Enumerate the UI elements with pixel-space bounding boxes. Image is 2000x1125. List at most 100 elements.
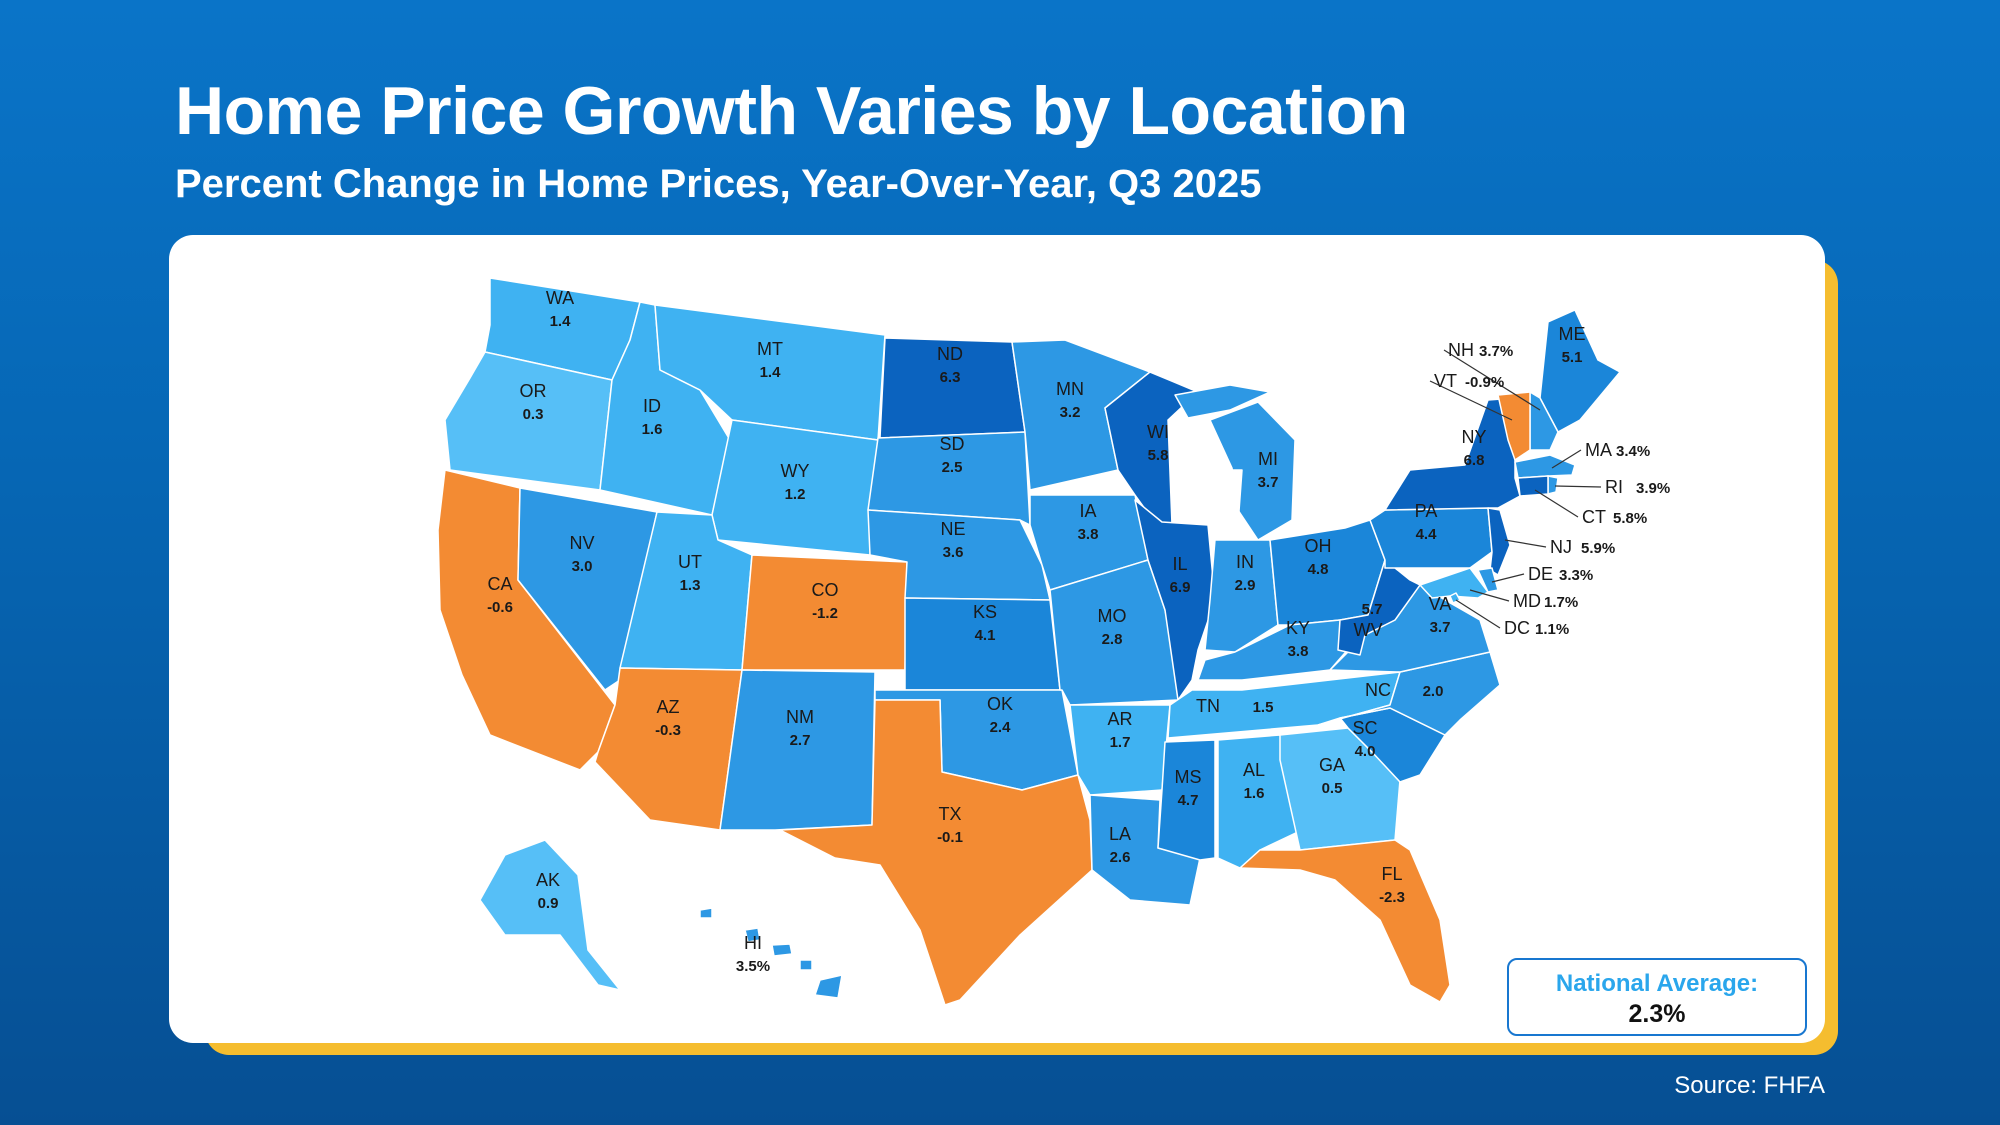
- label-code-va: VA: [1429, 594, 1452, 614]
- callout-leader-ma: [1551, 449, 1582, 469]
- state-labels: WA 1.4 OR 0.3 CA -0.6 NV 3.0 ID 1.6 MT 1.4 WY 1.2 UT 1.…: [487, 288, 1670, 975]
- state-ct: [1517, 475, 1549, 497]
- label-value-ut: 1.3: [680, 577, 701, 594]
- callout-code-nh: NH: [1448, 340, 1474, 360]
- label-value-nv: 3.0: [572, 558, 593, 575]
- label-value-ca: -0.6: [487, 599, 513, 616]
- label-value-oh: 4.8: [1308, 561, 1329, 578]
- label-value-ok: 2.4: [990, 719, 1012, 736]
- label-code-ok: OK: [987, 694, 1013, 714]
- callout-leader-nh: [1443, 349, 1541, 411]
- label-code-wa: WA: [546, 288, 574, 308]
- label-code-al: AL: [1243, 760, 1265, 780]
- label-value-wa: 1.4: [550, 313, 572, 330]
- label-value-ak: 0.9: [538, 895, 559, 912]
- state-fl: [1239, 839, 1451, 1003]
- callout-value-nh: 3.7%: [1479, 343, 1513, 360]
- label-code-co: CO: [812, 580, 839, 600]
- label-value-mn: 3.2: [1060, 404, 1081, 421]
- callout-value-vt: -0.9%: [1465, 374, 1504, 391]
- source-note: Source: FHFA: [1674, 1072, 1825, 1099]
- callout-value-ma: 3.4%: [1616, 443, 1650, 460]
- callout-code-vt: VT: [1434, 371, 1457, 391]
- label-code-wi: WI: [1147, 422, 1169, 442]
- label-code-mt: MT: [757, 339, 783, 359]
- callout-value-de: 3.3%: [1559, 567, 1593, 584]
- label-code-mi: MI: [1258, 449, 1278, 469]
- label-value-id: 1.6: [642, 421, 663, 438]
- callout-code-ct: CT: [1582, 507, 1606, 527]
- state-ny: [1384, 397, 1521, 511]
- label-value-az: -0.3: [655, 722, 681, 739]
- label-value-pa: 4.4: [1416, 526, 1438, 543]
- callout-code-nj: NJ: [1550, 537, 1572, 557]
- state-la: [1089, 794, 1201, 906]
- label-code-sd: SD: [939, 434, 964, 454]
- state-shapes: [437, 277, 1621, 1006]
- callout-leaders: [1429, 349, 1602, 629]
- label-code-ut: UT: [678, 552, 702, 572]
- label-value-la: 2.6: [1110, 849, 1131, 866]
- label-code-ne: NE: [940, 519, 965, 539]
- label-code-me: ME: [1559, 324, 1586, 344]
- label-code-mn: MN: [1056, 379, 1084, 399]
- label-code-la: LA: [1109, 824, 1131, 844]
- label-value-ks: 4.1: [975, 627, 996, 644]
- national-average-label: National Average:: [1555, 970, 1759, 997]
- callout-value-ri: 3.9%: [1636, 480, 1670, 497]
- label-code-nv: NV: [569, 533, 594, 553]
- state-ri: [1547, 475, 1559, 495]
- national-average-value: 2.3%: [1628, 1000, 1686, 1028]
- label-value-in: 2.9: [1235, 577, 1256, 594]
- callout-value-md: 1.7%: [1544, 594, 1578, 611]
- label-value-al: 1.6: [1244, 785, 1265, 802]
- national-average-box: National Average: 2.3%: [1507, 958, 1807, 1036]
- label-value-mo: 2.8: [1102, 631, 1123, 648]
- state-mi-upper-peninsula: [1174, 384, 1271, 419]
- callout-leader-ri: [1554, 485, 1602, 488]
- label-code-wv: WV: [1354, 620, 1383, 640]
- state-nc: [1317, 651, 1501, 736]
- label-value-va: 3.7: [1430, 619, 1451, 636]
- label-code-nd: ND: [937, 344, 963, 364]
- state-hi: [814, 974, 843, 999]
- state-hi-island-2: [771, 943, 793, 957]
- label-value-nc: 2.0: [1423, 683, 1444, 700]
- label-value-ar: 1.7: [1110, 734, 1131, 751]
- state-ma: [1514, 454, 1576, 479]
- state-sd: [867, 431, 1031, 526]
- label-value-ms: 4.7: [1178, 792, 1199, 809]
- label-value-mt: 1.4: [760, 364, 782, 381]
- label-value-ne: 3.6: [943, 544, 964, 561]
- label-value-tx: -0.1: [937, 829, 963, 846]
- label-code-ks: KS: [973, 602, 997, 622]
- callout-code-de: DE: [1528, 564, 1553, 584]
- callout-code-md: MD: [1513, 591, 1541, 611]
- label-value-ny: 6.8: [1464, 452, 1485, 469]
- label-code-oh: OH: [1305, 536, 1332, 556]
- label-code-id: ID: [643, 396, 661, 416]
- callout-leader-nj: [1504, 539, 1547, 548]
- label-value-ia: 3.8: [1078, 526, 1099, 543]
- state-az: [594, 667, 743, 831]
- label-value-nd: 6.3: [940, 369, 961, 386]
- state-vt: [1497, 391, 1531, 461]
- label-value-wi: 5.8: [1148, 447, 1169, 464]
- state-nv: [517, 487, 658, 691]
- label-code-pa: PA: [1415, 501, 1438, 521]
- state-nm: [719, 669, 876, 831]
- callout-value-dc: 1.1%: [1535, 621, 1569, 638]
- label-value-ky: 3.8: [1288, 643, 1309, 660]
- label-value-mi: 3.7: [1258, 474, 1279, 491]
- label-code-ca: CA: [487, 574, 512, 594]
- label-code-fl: FL: [1381, 864, 1402, 884]
- callout-code-dc: DC: [1504, 618, 1530, 638]
- state-wv: [1337, 559, 1421, 656]
- lake-michigan: [1225, 469, 1243, 526]
- label-code-nc: NC: [1365, 680, 1391, 700]
- callout-leader-dc: [1455, 599, 1501, 629]
- label-code-ms: MS: [1175, 767, 1202, 787]
- label-code-nm: NM: [786, 707, 814, 727]
- label-value-sd: 2.5: [942, 459, 963, 476]
